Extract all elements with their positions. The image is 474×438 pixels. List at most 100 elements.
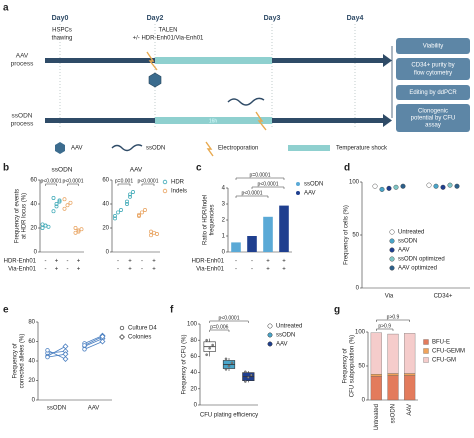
bar-segment — [370, 374, 382, 377]
dot — [116, 210, 120, 215]
y-tick-label: 100 — [187, 322, 198, 328]
bar-segment — [370, 332, 382, 375]
significance-bracket — [235, 195, 269, 198]
dot — [57, 198, 62, 203]
dot — [426, 182, 432, 188]
dot — [149, 229, 153, 234]
dot — [224, 357, 228, 361]
y-tick-label: 20 — [102, 226, 109, 232]
row-sign: - — [141, 259, 143, 265]
y-tick-label: 0 — [356, 286, 360, 292]
legend-marker — [119, 334, 125, 340]
dot — [393, 184, 399, 190]
y-tick-label: 20 — [30, 226, 37, 232]
legend-label: ssODN — [398, 239, 417, 245]
bar-segment — [404, 375, 416, 401]
legend-label: AAV optimized — [398, 266, 437, 272]
row-sign: + — [266, 259, 270, 265]
x-tick-label: ssODN — [391, 404, 397, 423]
x-tick-label: Untreated — [374, 404, 380, 430]
x-tick-label: ssODN — [47, 406, 66, 412]
step-label: HSPCs — [52, 28, 72, 34]
row-sign: + — [282, 259, 286, 265]
bar-segment — [370, 376, 382, 401]
electroporation-icon — [146, 51, 267, 131]
dot — [208, 347, 211, 350]
legend-marker — [296, 182, 300, 186]
legend-marker — [423, 357, 429, 363]
dot — [62, 197, 67, 202]
legend-marker — [423, 348, 429, 354]
dot — [57, 199, 62, 204]
legend-label: AAV — [304, 191, 316, 197]
row-label: Via-Enh01 — [8, 267, 37, 273]
legend-label: HDR — [171, 180, 185, 186]
legend-marker — [267, 323, 273, 329]
dot — [230, 361, 234, 365]
row-sign: + — [152, 267, 156, 273]
row-sign: + — [77, 259, 81, 265]
pair-line — [84, 338, 103, 347]
dot — [82, 343, 87, 348]
row-sign: - — [67, 259, 69, 265]
dot — [128, 194, 132, 199]
y-tick-label: 40 — [28, 359, 35, 365]
y-tick-label: 0 — [32, 398, 36, 404]
dot — [211, 343, 214, 347]
legend-label: ssODN — [146, 146, 165, 152]
dot — [454, 183, 460, 189]
dot — [447, 182, 453, 188]
p-value: p=0.006 — [210, 324, 228, 330]
bar — [279, 205, 289, 252]
legend-marker — [389, 265, 395, 271]
day-label: Day3 — [264, 15, 281, 22]
legend-label: BFU-E — [432, 340, 450, 346]
y-tick-label: 0 — [106, 250, 110, 256]
readout-label: Clonogenic — [418, 109, 448, 115]
dot — [119, 208, 123, 212]
legend-label: Indels — [171, 189, 187, 195]
row-sign: - — [45, 267, 47, 273]
row-label: HDR-Enh01 — [4, 259, 37, 265]
diamond — [99, 333, 106, 340]
step-label: TALEN — [159, 28, 178, 34]
bar-segment — [387, 375, 399, 401]
y-tick-label: 40 — [30, 202, 37, 208]
row-sign: - — [117, 267, 119, 273]
aav-icon — [148, 72, 162, 88]
panel-letter: g — [334, 305, 340, 316]
process-label: process — [11, 61, 35, 68]
p-value: p>0.9 — [378, 323, 391, 329]
row-sign: + — [266, 267, 270, 273]
y-tick-label: 80 — [190, 338, 197, 344]
step-label: thawing — [52, 36, 73, 42]
legend-label: Culture D4 — [128, 326, 157, 332]
y-tick-label: 3 — [222, 202, 226, 208]
legend-label: CFU-GM — [432, 358, 456, 364]
significance-bracket — [209, 329, 230, 332]
dot — [45, 354, 50, 360]
dot — [68, 200, 73, 205]
y-tick-label: 100 — [349, 180, 360, 186]
process-label: ssODN — [12, 113, 33, 120]
dot — [43, 223, 48, 228]
significance-bracket — [235, 177, 285, 180]
pair-line — [47, 353, 66, 358]
row-sign: + — [128, 267, 132, 273]
significance-bracket — [141, 183, 155, 186]
panel-letter: e — [3, 305, 9, 316]
process-label: AAV — [16, 53, 29, 60]
dot — [205, 338, 208, 342]
dot — [51, 196, 56, 200]
dot — [244, 370, 247, 374]
y-tick-label: 2 — [222, 218, 226, 224]
y-tick-label: 0 — [362, 398, 366, 404]
y-tick-label: 0 — [222, 250, 226, 256]
duration-label: 16h — [209, 118, 218, 124]
dot — [113, 214, 117, 218]
bar — [263, 216, 273, 252]
diamond — [62, 356, 69, 363]
dot — [224, 368, 228, 371]
y-axis-label: Frequency of CFU (%) — [182, 334, 188, 394]
